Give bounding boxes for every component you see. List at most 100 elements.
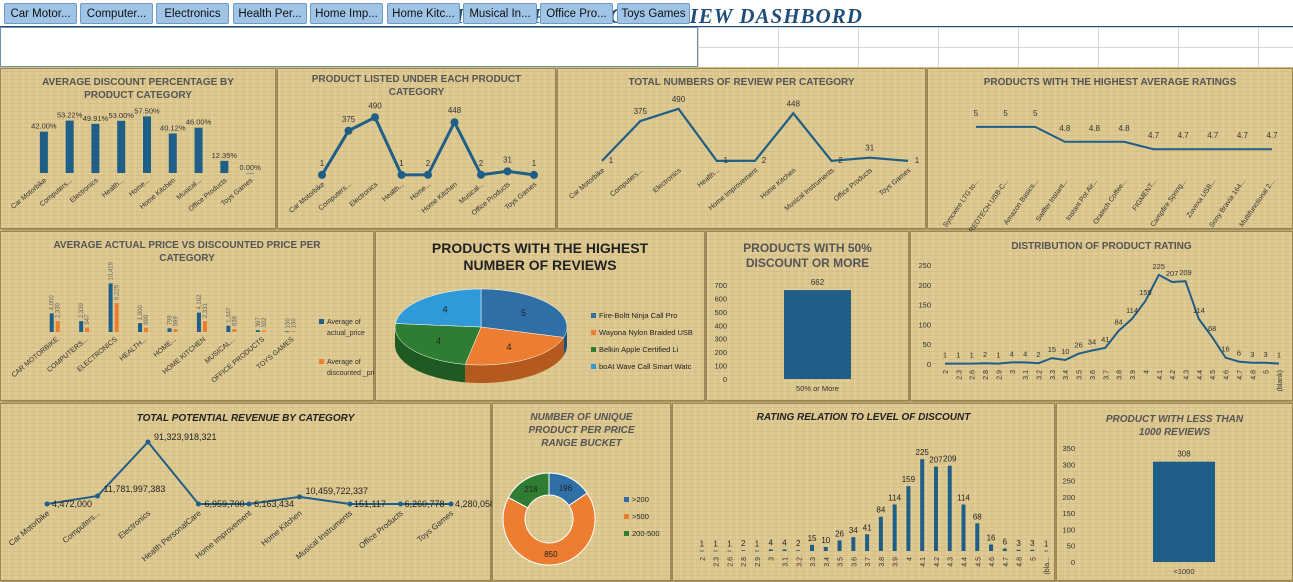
bar (196, 312, 201, 332)
panel-price-bucket: NUMBER OF UNIQUE PRODUCT PER PRICE RANGE… (492, 403, 671, 581)
less-than-1000-chart: 0 50 100 150 200 250 300 350 308 <1000 (1062, 444, 1215, 576)
x-tick-label: Swiffer Instant... (1035, 178, 1069, 223)
bar (226, 325, 231, 332)
y-tick-label: 100 (918, 320, 931, 329)
data-label: 375 (634, 107, 648, 116)
data-label: 4,000 (50, 295, 56, 311)
x-tick-label: CAR MOTORBIKE (11, 336, 61, 379)
x-tick-label: 3.1 (1023, 370, 1030, 380)
x-tick-label: Home... (128, 177, 151, 198)
x-tick-label: Toys Games (415, 509, 455, 544)
x-tick-label: OFFICE PRODUCTS (210, 336, 266, 385)
data-label: 114 (888, 493, 901, 502)
x-tick-label: Electronics (117, 509, 153, 541)
data-label: 34 (1088, 338, 1096, 347)
data-label: 4,280,050 (455, 499, 495, 509)
data-label: 2 (1036, 350, 1040, 359)
bar (1002, 548, 1007, 551)
data-label: 6,959,700 (205, 499, 245, 509)
bar (699, 550, 704, 552)
category-slicer (0, 27, 698, 67)
slicer-button-computers[interactable]: Computer... (80, 3, 153, 24)
data-point (347, 501, 353, 507)
pie-slice (480, 288, 568, 338)
slicer-button-home-kitchen[interactable]: Home Kitc... (387, 3, 460, 24)
slicer-button-car-motorbike[interactable]: Car Motor... (4, 3, 77, 24)
x-tick-label: Electronics (69, 177, 100, 205)
slicer-button-toys[interactable]: Toys Games (617, 3, 690, 24)
data-label: 91,323,918,321 (154, 432, 217, 442)
x-tick-label: 4.1 (920, 557, 927, 567)
bar (1044, 550, 1049, 552)
panel-less-than-1000: PRODUCT WITH LESS THAN 1000 REVIEWS 0 50 1… (1056, 403, 1293, 581)
data-label: 5 (1033, 109, 1038, 118)
data-label: 1,900 (138, 304, 144, 320)
bar (823, 546, 828, 551)
data-point (424, 170, 432, 179)
legend-swatch (624, 497, 629, 502)
slicer-button-musical[interactable]: Musical In... (463, 3, 537, 24)
panel-fifty-discount: PRODUCTS WITH 50% DISCOUNT OR MORE 0 100 2… (706, 231, 909, 401)
data-label: 57.50% (134, 106, 160, 115)
x-tick-label: 4.3 (1183, 370, 1190, 380)
bar (961, 504, 966, 551)
slicer-button-office[interactable]: Office Pro... (540, 3, 613, 24)
data-label: 114 (957, 493, 970, 502)
legend-swatch (591, 347, 596, 352)
legend-label: Wayona Nylon Braided USB (599, 328, 693, 337)
data-label: 40.12% (160, 123, 186, 132)
slicer-button-electronics[interactable]: Electronics (156, 3, 229, 24)
data-label: 2 (741, 539, 746, 548)
panel-highest-reviews: PRODUCTS WITH THE HIGHEST NUMBER OF REVI… (375, 231, 705, 401)
data-label: 5 (521, 308, 526, 318)
bar (49, 313, 54, 332)
y-tick-label: 150 (1062, 509, 1075, 518)
data-label: 1 (532, 159, 537, 168)
x-tick-label: Home Improvement (194, 508, 254, 561)
data-point (477, 170, 485, 179)
x-tick-label: 4.2 (934, 557, 941, 567)
data-label: 53.22% (57, 111, 83, 120)
data-label: 302 (262, 317, 268, 328)
data-label: 6,260,778 (405, 499, 445, 509)
x-tick-label: 4.3 (948, 557, 955, 567)
pie-slice (394, 323, 482, 365)
x-tick-label: 4.2 (1170, 370, 1177, 380)
bar (291, 331, 296, 333)
data-label: 68 (973, 512, 982, 521)
panel-avg-discount: AVERAGE DISCOUNT PERCENTAGE BY PRODUCT C… (0, 68, 276, 229)
chart-title: PRODUCTS WITH THE HIGHEST AVERAGE RATING… (983, 77, 1237, 88)
x-tick-label: 3 (1010, 370, 1017, 374)
bar (117, 120, 126, 173)
data-label: 4 (507, 342, 512, 352)
legend-swatch (624, 531, 629, 536)
chart-title: PRODUCT WITH LESS THAN 1000 REVIEWS (1105, 414, 1244, 438)
x-tick-label: HEALTH... (119, 336, 149, 363)
pie-side (395, 327, 466, 383)
x-tick-label: 4.4 (1197, 370, 1204, 380)
panel-products-listed: PRODUCT LISTED UNDER EACH PRODUCT CATEGO… (277, 68, 556, 229)
data-label: 899 (144, 314, 150, 325)
chart-title: PRODUCTS WITH THE HIGHEST NUMBER OF REVI… (431, 240, 649, 273)
bar (892, 504, 897, 551)
x-tick-label: 3.8 (879, 557, 886, 567)
data-label: 1 (1277, 351, 1281, 360)
y-tick-label: 100 (1062, 525, 1075, 534)
bar (713, 550, 718, 552)
rating-distribution-chart: 0501001502002501212.312.622.812.94343.12… (918, 261, 1284, 391)
x-tick-label: 3.7 (865, 557, 872, 567)
y-tick-label: 50 (923, 340, 931, 349)
slicer-button-home-improvement[interactable]: Home Imp... (310, 3, 383, 24)
data-label: 16 (987, 533, 996, 542)
data-label: 3 (1264, 350, 1268, 359)
slicer-button-health[interactable]: Health Per... (233, 3, 307, 24)
bar (906, 486, 911, 551)
x-tick-label: Health... (101, 177, 126, 199)
data-point (318, 170, 326, 179)
x-tick-label: Computers... (609, 167, 644, 198)
data-label: 4 (1010, 349, 1014, 358)
data-label: 4.7 (1266, 131, 1278, 140)
data-point (397, 170, 406, 179)
data-label: 218 (524, 485, 538, 494)
